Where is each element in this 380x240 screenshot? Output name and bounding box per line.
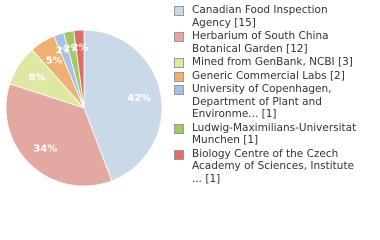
legend-item: Mined from GenBank, NCBI [3] (174, 56, 364, 69)
legend-item: Canadian Food Inspection Agency [15] (174, 4, 364, 29)
pie-slice (73, 29, 85, 109)
legend-swatch (174, 71, 184, 82)
legend-swatch (174, 32, 184, 42)
legend-swatch (174, 149, 184, 160)
pie-slice (83, 29, 163, 182)
pie-slice (5, 83, 113, 187)
legend-label: Biology Centre of the Czech Academy of S… (192, 147, 355, 185)
legend-item: Ludwig-Maximilians-Universitat Munchen [… (174, 122, 364, 147)
legend-swatch (174, 6, 184, 16)
pie-chart: 42%34%8%5%2%2%2% (5, 29, 163, 187)
legend-label: Canadian Food Inspection Agency [15] (192, 4, 328, 29)
legend-item: Herbarium of South China Botanical Garde… (174, 30, 364, 55)
legend-label: University of Copenhagen, Department of … (192, 83, 332, 120)
slice-label: 2% (64, 43, 81, 54)
legend-label: Generic Commercial Labs [2] (192, 69, 345, 82)
slice-label: 5% (46, 55, 63, 66)
slice-label: 2% (56, 45, 73, 56)
legend-item: University of Copenhagen, Department of … (174, 83, 364, 121)
legend: Canadian Food Inspection Agency [15] Herb… (174, 4, 364, 185)
legend-item: Generic Commercial Labs [2] (174, 70, 364, 83)
legend-label: Mined from GenBank, NCBI [3] (192, 56, 353, 68)
slice-label: 34% (33, 144, 57, 155)
slice-label: 42% (127, 93, 151, 104)
slice-label: 8% (28, 72, 45, 83)
legend-swatch (174, 58, 184, 68)
legend-swatch (174, 85, 184, 95)
legend-item: Biology Centre of the Czech Academy of S… (174, 148, 364, 186)
slice-label: 2% (71, 42, 88, 53)
legend-swatch (174, 123, 184, 134)
legend-label: Ludwig-Maximilians-Universitat Munchen [… (192, 121, 357, 147)
legend-label: Herbarium of South China Botanical Garde… (192, 30, 329, 55)
